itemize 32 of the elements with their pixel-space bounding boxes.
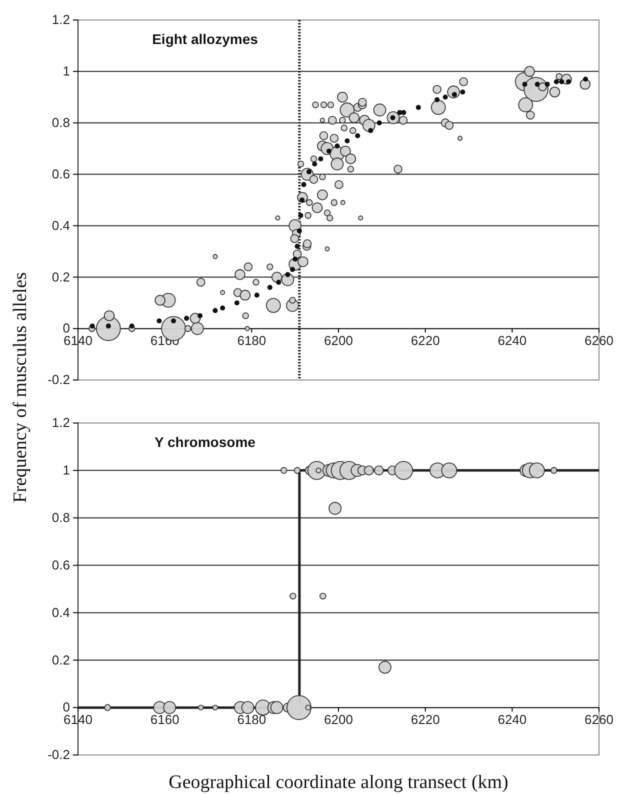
x-tick-label: 6160 bbox=[150, 332, 180, 348]
y-tick-label: 0 bbox=[62, 700, 70, 715]
x-axis-title: Geographical coordinate along transect (km) bbox=[168, 772, 508, 793]
x-tick-label: 6220 bbox=[410, 712, 440, 727]
x-tick-label: 6220 bbox=[410, 332, 440, 348]
x-tick-label: 6240 bbox=[498, 332, 527, 348]
y-tick-label: 0.6 bbox=[52, 166, 70, 182]
x-tick-label: 6240 bbox=[498, 712, 527, 727]
y-tick-label: -0.2 bbox=[48, 747, 70, 762]
y-tick-label: 0 bbox=[62, 320, 70, 336]
x-tick-label: 6260 bbox=[584, 332, 614, 348]
y-tick-label: 1 bbox=[62, 64, 70, 79]
y-tick-label: 0.8 bbox=[52, 510, 70, 526]
y-tick-label: 0.4 bbox=[52, 218, 70, 233]
y-tick-label: 0.4 bbox=[52, 604, 70, 620]
x-tick-label: 6200 bbox=[324, 712, 353, 727]
x-tick-label: 6260 bbox=[584, 712, 614, 727]
x-tick-label: 6180 bbox=[237, 712, 266, 727]
y-tick-label: 1.2 bbox=[52, 415, 70, 430]
y-tick-label: 0.2 bbox=[52, 269, 70, 284]
y-tick-label: 0.8 bbox=[52, 115, 70, 130]
x-tick-label: 6160 bbox=[150, 712, 180, 727]
y-axis-title: Frequency of musculus alleles bbox=[10, 272, 31, 503]
y-tick-label: -0.2 bbox=[48, 372, 70, 388]
y-tick-label: 1 bbox=[62, 462, 70, 478]
x-tick-label: 6180 bbox=[237, 332, 266, 348]
text: Eight allozymes bbox=[152, 31, 258, 47]
y-tick-label: 0.6 bbox=[52, 557, 70, 572]
y-tick-label: 1.2 bbox=[52, 12, 70, 28]
text: Y chromosome bbox=[154, 434, 256, 450]
y-tick-label: 0.2 bbox=[52, 652, 70, 668]
x-tick-label: 6200 bbox=[324, 332, 353, 348]
